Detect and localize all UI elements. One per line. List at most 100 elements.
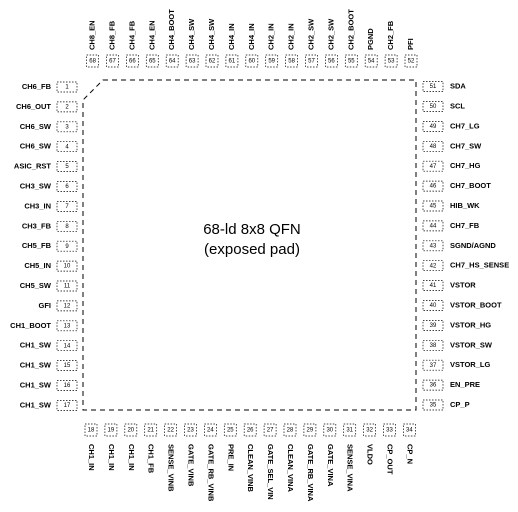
pin-number: 26: [247, 428, 254, 434]
pin-number: 10: [64, 264, 71, 270]
pin-name: CH1_BOOT: [10, 321, 51, 330]
pin-name: CH7_LG: [450, 121, 480, 130]
pin-name: CH2_FB: [386, 20, 395, 50]
pin-number: 11: [64, 284, 71, 290]
pin-name: CH7_BOOT: [450, 181, 491, 190]
pin-name: GATE_VINA: [326, 444, 335, 487]
pin-name: CH6_SW: [20, 142, 52, 151]
pin-number: 52: [408, 59, 415, 65]
pin-name: VSTOR_SW: [450, 340, 493, 349]
pin-name: CLEAN_VINB: [246, 444, 255, 493]
pin-name: CLEAN_VINA: [286, 444, 295, 493]
pin-name: CH4_SW: [187, 18, 196, 50]
pin-name: CH8_EN: [88, 20, 97, 50]
pin-pad: [56, 201, 78, 212]
package-title: 68-ld 8x8 QFN: [203, 221, 301, 238]
pin-name: CH5_FB: [22, 241, 52, 250]
pin-number: 33: [386, 428, 393, 434]
pin-pad: [56, 360, 78, 371]
pin-number: 50: [430, 104, 437, 110]
pin-name: CH2_IN: [267, 23, 276, 50]
pin-number: 62: [209, 59, 216, 65]
pin-pad: [106, 54, 119, 68]
pin-name: VLDO: [366, 444, 375, 465]
pin-name: CH8_FB: [107, 20, 116, 50]
pin-name: GATE_RB_VINB: [206, 444, 215, 502]
pin-name: ASIC_RST: [14, 162, 52, 171]
pin-number: 25: [227, 428, 234, 434]
pin-name: CH2_IN: [287, 23, 296, 50]
pin-pad: [285, 54, 298, 68]
pin-pad: [283, 423, 297, 437]
pin-name: CH5_IN: [24, 261, 51, 270]
pin-pad: [245, 54, 259, 68]
pin-pad: [422, 260, 444, 272]
pin-number: 58: [288, 59, 295, 65]
pin-pad: [422, 140, 444, 152]
pin-pad: [56, 320, 78, 332]
package-subtitle: (exposed pad): [204, 241, 300, 258]
pin-pad: [56, 340, 78, 352]
pin-pad: [165, 54, 179, 68]
pin-number: 16: [64, 383, 71, 389]
pin-number: 64: [169, 59, 176, 65]
pin-number: 34: [406, 428, 413, 434]
pin-name: CH6_SW: [20, 122, 52, 131]
pin-pad: [364, 54, 378, 68]
pin-name: CH1_SW: [20, 361, 52, 370]
pin-pad: [56, 181, 78, 192]
pin-pad: [422, 379, 444, 391]
pin-name: GFI: [39, 301, 52, 310]
pin-number: 8: [65, 224, 69, 230]
pin-name: CH1_SW: [20, 341, 52, 350]
pin-pad: [56, 141, 78, 153]
pin-name: VSTOR_HG: [450, 320, 491, 329]
pin-number: 51: [430, 84, 437, 90]
pin-name: CH1_IN: [127, 444, 136, 471]
pin-pad: [422, 81, 444, 92]
pin-number: 38: [430, 343, 437, 349]
pin-pad: [184, 423, 197, 437]
pin-pad: [422, 101, 444, 112]
pin-number: 13: [64, 323, 71, 329]
pin-number: 9: [65, 244, 69, 250]
pin-number: 19: [108, 428, 115, 434]
pin-pad: [144, 423, 158, 437]
pin-pad: [422, 339, 444, 351]
pin-pad: [56, 240, 78, 252]
pin-name: CH7_HS_SENSE: [450, 261, 509, 270]
pin-number: 39: [430, 323, 437, 329]
pin-name: GATE_SEL_VIN: [266, 444, 275, 500]
pin-pad: [404, 54, 418, 68]
pin-pad: [56, 161, 78, 172]
pin-number: 42: [430, 263, 437, 269]
pin-number: 14: [64, 343, 71, 349]
pin-number: 3: [65, 124, 69, 130]
pin-name: GATE_RB_VINA: [306, 444, 315, 502]
pin-name: PFI: [406, 38, 415, 50]
pin-pad: [263, 423, 277, 437]
pin-number: 60: [248, 59, 255, 65]
pin-pad: [422, 121, 444, 132]
pin-pad: [422, 220, 444, 232]
pin-name: CH4_BOOT: [167, 9, 176, 50]
pin-number: 18: [88, 428, 95, 434]
pin-number: 43: [430, 243, 437, 249]
package-outline: [82, 79, 417, 411]
pin-number: 24: [207, 428, 214, 434]
pin-pad: [422, 359, 444, 371]
pin-number: 5: [65, 164, 69, 170]
pin-name: CH2_BOOT: [346, 9, 355, 50]
pin-pad: [126, 54, 139, 68]
pin-pad: [384, 54, 398, 68]
pin-name: CH7_HG: [450, 161, 481, 170]
pin-name: GATE_VINB: [187, 444, 196, 487]
pin-number: 46: [430, 184, 437, 190]
pin-pad: [56, 81, 78, 93]
pin-name: VSTOR_BOOT: [450, 300, 502, 309]
pin-pad: [104, 423, 118, 437]
pin-number: 45: [430, 204, 437, 210]
pin-name: CH3_IN: [24, 201, 51, 210]
pin-name: CH4_EN: [147, 20, 156, 50]
